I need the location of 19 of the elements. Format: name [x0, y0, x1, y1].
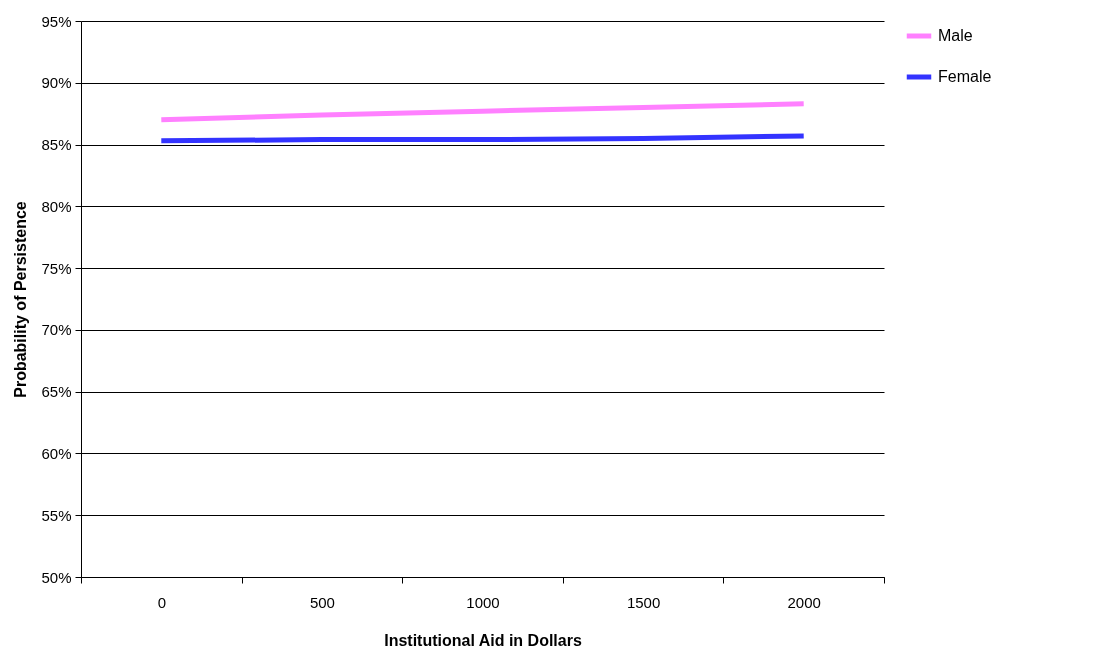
y-axis-title: Probability of Persistence — [12, 201, 30, 398]
y-tick-label: 80% — [41, 197, 72, 215]
x-tick-label: 2000 — [787, 593, 821, 611]
y-tick-label: 75% — [41, 259, 72, 277]
legend-label: Male — [938, 27, 973, 44]
y-tick-label: 70% — [41, 321, 72, 339]
x-axis-title: Institutional Aid in Dollars — [384, 631, 582, 649]
x-tick-label: 1500 — [626, 593, 661, 611]
y-tick-label: 50% — [41, 568, 72, 586]
y-tick-label: 65% — [41, 383, 72, 401]
y-tick-label: 60% — [41, 444, 72, 462]
y-tick-label: 85% — [41, 136, 72, 154]
x-tick-label: 1000 — [466, 593, 500, 611]
y-tick-label: 95% — [41, 12, 72, 30]
x-tick-label: 0 — [157, 593, 166, 611]
y-tick-label: 90% — [41, 74, 72, 92]
x-tick-label: 500 — [309, 593, 335, 611]
legend-label: Female — [938, 68, 992, 85]
y-tick-label: 55% — [41, 506, 72, 524]
